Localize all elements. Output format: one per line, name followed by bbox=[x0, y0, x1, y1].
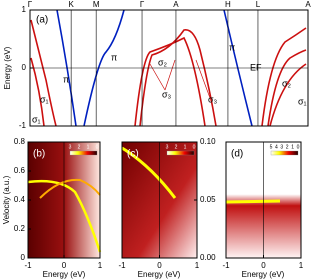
annotation: σ₁ bbox=[40, 94, 49, 104]
y-tick-label: 0.4 bbox=[14, 195, 26, 204]
x-axis-label: Energy (eV) bbox=[43, 270, 86, 279]
annotation: π bbox=[111, 52, 117, 62]
y-tick-label: 0.10 bbox=[200, 137, 216, 146]
x-tick-label: 1 bbox=[98, 261, 103, 270]
x-tick-label: 1 bbox=[299, 261, 304, 270]
x-axis-label: Energy (eV) bbox=[242, 270, 285, 279]
k-point-label: A bbox=[173, 0, 179, 9]
x-tick-label: 0 bbox=[62, 261, 67, 270]
annotation: σ₁ bbox=[298, 96, 307, 106]
k-point-label: M bbox=[93, 0, 100, 9]
panel-title: (d) bbox=[231, 149, 243, 160]
heatmap-ridge bbox=[27, 179, 102, 253]
colorbar-tick-label: 4 bbox=[275, 144, 278, 150]
panel-title: (b) bbox=[33, 149, 45, 160]
annotation: π bbox=[229, 42, 235, 52]
y-axis-label: Energy (eV) bbox=[3, 46, 12, 89]
colorbar-tick-label: 2 bbox=[175, 144, 178, 150]
k-point-label: Γ bbox=[28, 0, 33, 9]
x-tick-label: -1 bbox=[118, 261, 126, 270]
colorbar bbox=[166, 150, 195, 156]
y-tick-label: 1 bbox=[22, 5, 27, 14]
k-point-label: L bbox=[256, 0, 261, 9]
x-tick-label: 0 bbox=[157, 261, 162, 270]
heatmap-ridge bbox=[39, 178, 101, 199]
annotation: σ₂ bbox=[158, 57, 168, 67]
x-tick-label: -1 bbox=[24, 261, 32, 270]
colorbar-tick-label: 3 bbox=[280, 144, 283, 150]
colorbar bbox=[270, 150, 299, 156]
annotation: EF bbox=[250, 62, 262, 72]
y-tick-label: 0 bbox=[22, 63, 27, 72]
figure: (a) Energy (eV) π π π σ₁ σ₁ σ₂ σ₃ σ₃ σ₂ … bbox=[2, 0, 311, 279]
k-point-label: H bbox=[225, 0, 231, 9]
annotation: π bbox=[63, 74, 69, 84]
colorbar-tick-label: 3 bbox=[69, 144, 72, 150]
k-point-label: Γ bbox=[140, 0, 145, 9]
colorbar-tick-label: 0 bbox=[297, 144, 300, 150]
annotation: σ₃ bbox=[208, 94, 218, 104]
y-tick-label: 0 bbox=[21, 253, 26, 262]
k-point-label: A bbox=[305, 0, 311, 9]
y-tick-label: 0.00 bbox=[200, 253, 216, 262]
x-tick-label: 1 bbox=[195, 261, 200, 270]
x-tick-label: 0 bbox=[261, 261, 266, 270]
colorbar-tick-label: 0 bbox=[193, 144, 196, 150]
k-point-label: K bbox=[68, 0, 74, 9]
colorbar-tick-label: 3 bbox=[166, 144, 169, 150]
colorbar-tick-label: 1 bbox=[291, 144, 294, 150]
colorbar-tick-label: 2 bbox=[78, 144, 81, 150]
colorbar-tick-label: 1 bbox=[87, 144, 90, 150]
colorbar-tick-label: 1 bbox=[184, 144, 187, 150]
y-tick-label: 0.05 bbox=[200, 195, 216, 204]
y-tick-label: -1 bbox=[19, 121, 27, 130]
heatmap-ridge bbox=[225, 199, 281, 204]
y-tick-label: 0.8 bbox=[14, 137, 26, 146]
x-tick-label: -1 bbox=[222, 261, 230, 270]
colorbar bbox=[69, 150, 98, 156]
heatmap-ridge bbox=[121, 146, 177, 199]
annotation: σ₂ bbox=[282, 78, 292, 88]
x-axis-label: Energy (eV) bbox=[138, 270, 181, 279]
panel-title: (a) bbox=[36, 15, 48, 26]
annotation: σ₃ bbox=[162, 89, 172, 99]
colorbar-tick-label: 2 bbox=[286, 144, 289, 150]
y-tick-label: 0.2 bbox=[14, 224, 26, 233]
colorbar-tick-label: 0 bbox=[96, 144, 99, 150]
colorbar-tick-label: 5 bbox=[270, 144, 273, 150]
y-axis-label: Velocity (a.u.) bbox=[2, 175, 11, 224]
y-tick-label: 0.6 bbox=[14, 166, 26, 175]
annotation: σ₁ bbox=[32, 114, 41, 124]
panel-title: (c) bbox=[127, 149, 139, 160]
